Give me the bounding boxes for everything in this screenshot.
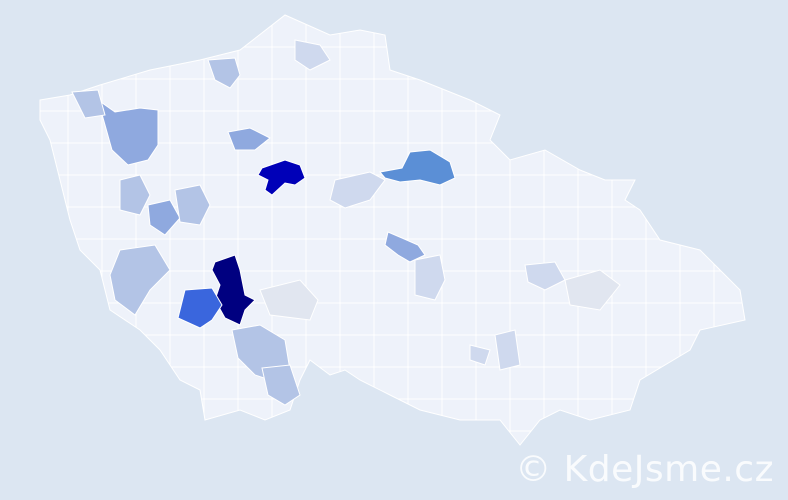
- district-level-0: [564, 269, 621, 311]
- district-level-1: [524, 261, 566, 291]
- district-border: [40, 423, 745, 432]
- district-level-1: [329, 171, 386, 209]
- district-border: [739, 15, 745, 445]
- district-level-1: [494, 329, 521, 371]
- district-level-1: [469, 344, 491, 366]
- district-level-1: [414, 254, 446, 301]
- country-outline: [39, 14, 746, 446]
- district-level-2: [109, 244, 171, 316]
- district-level-2: [174, 184, 211, 226]
- district-level-6: [257, 159, 306, 196]
- district-border: [705, 15, 715, 445]
- district-level-3: [227, 127, 271, 151]
- district-level-2: [207, 57, 241, 89]
- district-border: [40, 39, 745, 48]
- district-level-5: [177, 287, 223, 329]
- district-border: [263, 15, 273, 445]
- highlighted-districts: [71, 39, 621, 406]
- district-level-2: [261, 364, 301, 406]
- district-level-7: [211, 254, 256, 326]
- district-level-3: [384, 231, 426, 263]
- district-level-1: [294, 39, 331, 71]
- district-level-3: [97, 98, 159, 166]
- district-border: [59, 15, 69, 445]
- district-level-4: [379, 149, 456, 186]
- district-level-2: [119, 174, 151, 216]
- district-level-2: [71, 89, 106, 119]
- district-level-3: [147, 199, 181, 236]
- watermark-logo: © KdeJsme.cz: [515, 449, 774, 490]
- country-shape: [39, 14, 746, 446]
- district-level-0: [259, 279, 319, 321]
